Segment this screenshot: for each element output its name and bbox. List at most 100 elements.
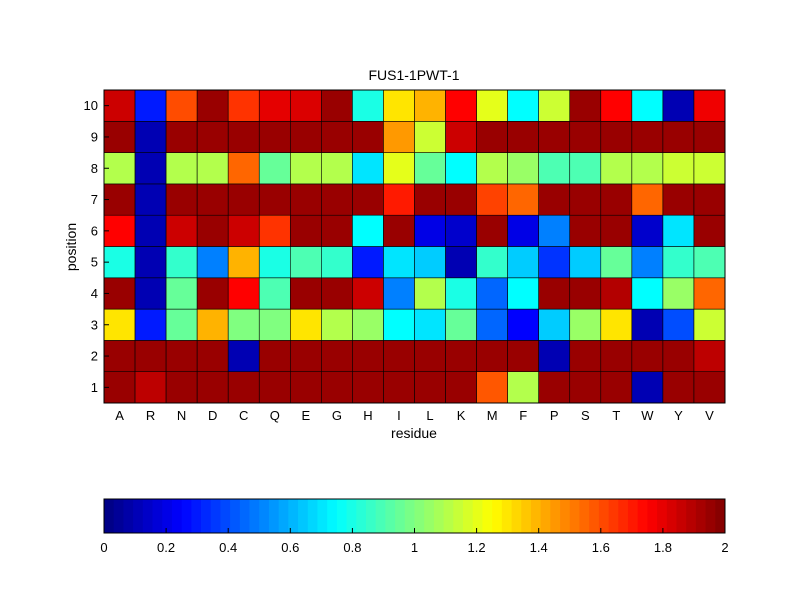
colorbar-segment [530,499,542,533]
x-tick-label-C: C [239,408,248,423]
heatmap-cell-Y-1 [662,371,695,404]
colorbar-segment [385,499,396,533]
heatmap-cell-I-10 [383,89,415,122]
x-tick-label-Y: Y [674,408,683,423]
heatmap-cell-P-6 [538,214,571,247]
colorbar-segment [375,499,386,533]
heatmap-cell-F-7 [507,183,539,216]
colorbar-segment [327,499,338,533]
colorbar-segment [618,499,629,533]
heatmap-cell-R-3 [134,308,167,341]
heatmap-cell-N-8 [165,152,198,185]
heatmap-cell-D-1 [196,371,229,404]
colorbar-segment [676,499,687,533]
heatmap-cell-E-6 [289,214,322,247]
plot-frame [103,89,726,404]
heatmap-cell-R-4 [134,277,167,310]
heatmap-cell-Q-10 [258,89,291,122]
x-tick-label-D: D [208,408,217,423]
heatmap-cell-C-4 [227,277,260,310]
heatmap-cell-M-4 [476,277,508,310]
heatmap-cell-L-4 [414,277,446,310]
heatmap-cell-A-3 [103,308,136,341]
x-tick-label-P: P [550,408,559,423]
colorbar-segment [598,499,609,533]
heatmap-cell-I-2 [383,340,415,372]
heatmap-cell-F-10 [507,89,539,122]
heatmap-cell-M-2 [476,340,508,372]
colorbar-segment [482,499,493,533]
x-tick-label-E: E [301,408,310,423]
colorbar-segment [104,499,115,533]
y-tick-label-4: 4 [91,286,98,301]
colorbar-segment [259,499,270,533]
colorbar-tick-label-2: 2 [721,540,728,555]
colorbar-segment [249,499,260,533]
heatmap-cell-I-8 [383,152,415,185]
heatmap-cell-N-9 [165,121,198,153]
heatmap-cell-F-9 [507,121,539,153]
heatmap-cell-I-3 [383,308,415,341]
heatmap-cell-D-4 [196,277,229,310]
colorbar-tick-label-1.4: 1.4 [530,540,548,555]
colorbar-tick-label-1: 1 [411,540,418,555]
colorbar-segment [511,499,522,533]
colorbar-segment [589,499,600,533]
heatmap-cell-Q-2 [258,340,291,372]
colorbar-segment [307,499,318,533]
heatmap-cell-N-4 [165,277,198,310]
heatmap-cell-T-8 [600,152,633,185]
y-tick-label-5: 5 [91,255,98,270]
heatmap-cell-A-6 [103,214,136,247]
colorbar-segment [666,499,677,533]
colorbar-segment [346,499,357,533]
heatmap-cell-N-6 [165,214,198,247]
y-tick-label-8: 8 [91,161,98,176]
heatmap-cell-W-10 [631,89,664,122]
colorbar-segment [715,499,726,533]
heatmap-cell-D-5 [196,246,229,279]
heatmap-cell-C-5 [227,246,260,279]
heatmap-cell-S-7 [569,183,602,216]
heatmap-cell-F-1 [507,371,539,404]
x-tick-label-V: V [705,408,714,423]
colorbar-tick-label-0.4: 0.4 [219,540,237,555]
heatmap-cell-H-9 [352,121,384,153]
heatmap-cell-M-7 [476,183,508,216]
heatmap-cell-W-4 [631,277,664,310]
colorbar-segment [540,499,551,533]
y-tick-label-10: 10 [84,98,98,113]
colorbar-tick-label-1.8: 1.8 [654,540,672,555]
heatmap-cell-I-7 [383,183,415,216]
heatmap-cells [103,89,726,404]
heatmap-cell-E-10 [289,89,322,122]
heatmap-cell-M-1 [476,371,508,404]
heatmap-cell-Q-5 [258,246,291,279]
heatmap-cell-P-8 [538,152,571,185]
heatmap-cell-S-6 [569,214,602,247]
heatmap-cell-E-3 [289,308,322,341]
colorbar-segment [443,499,454,533]
heatmap-cell-H-3 [352,308,384,341]
colorbar-segment [550,499,561,533]
heatmap-cell-P-5 [538,246,571,279]
colorbar-segment [317,499,328,533]
heatmap-cell-F-8 [507,152,539,185]
heatmap-cell-N-5 [165,246,198,279]
heatmap-cell-R-10 [134,89,167,122]
colorbar-segment [171,499,183,533]
colorbar-segment [220,499,231,533]
heatmap-cell-C-8 [227,152,260,185]
heatmap-cell-W-9 [631,121,664,153]
colorbar-segment [113,499,124,533]
y-tick-label-9: 9 [91,129,98,144]
colorbar-segment [686,499,697,533]
colorbar-segment [395,499,406,533]
heatmap-cell-L-3 [414,308,446,341]
colorbar-segment [181,499,192,533]
heatmap-cell-L-9 [414,121,446,153]
x-tick-label-L: L [426,408,433,423]
x-tick-label-K: K [457,408,466,423]
heatmap-cell-L-6 [414,214,446,247]
